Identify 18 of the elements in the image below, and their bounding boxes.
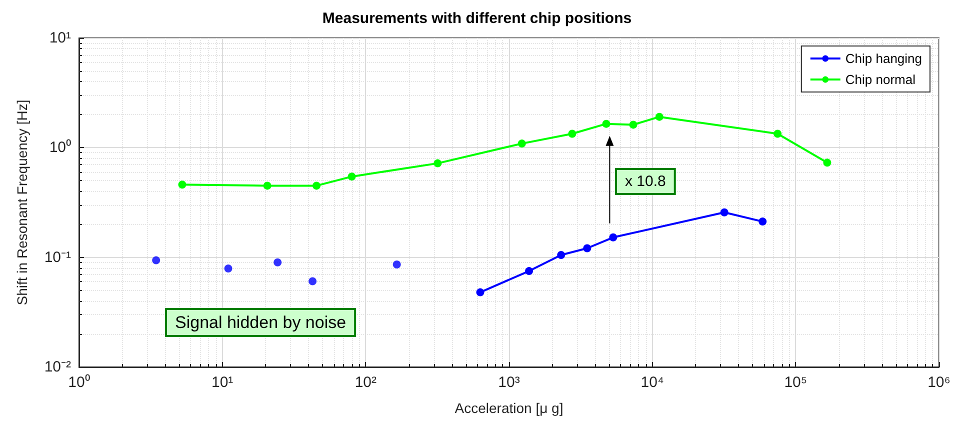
x-tick-label: 10² [354,374,377,391]
x-axis-title: Acceleration [μ g] [454,400,564,416]
y-axis-title: Shift in Resonant Frequency [Hz] [14,100,30,306]
annotation: Signal hidden by noise [175,313,346,332]
x-tick-label: 10⁵ [784,374,808,391]
y-tick-label: 10⁰ [49,139,71,156]
annotation: x 10.8 [625,173,666,190]
y-tick-label: 10⁻² [44,358,71,376]
chart-title: Measurements with different chip positions [322,10,632,27]
y-tick-label: 10⁻¹ [44,248,71,266]
y-tick-label: 10¹ [49,30,71,46]
x-tick-label: 10¹ [211,374,234,391]
x-tick-label: 10³ [498,374,520,391]
x-tick-label: 10⁴ [640,374,664,391]
legend-label: Chip hanging [845,51,922,66]
x-tick-label: 10⁰ [68,374,90,391]
x-tick-label: 10⁶ [928,374,950,391]
legend-label: Chip normal [845,72,916,87]
